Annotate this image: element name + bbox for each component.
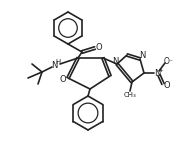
Text: H: H	[55, 59, 61, 65]
Text: N: N	[112, 57, 118, 66]
Text: N: N	[51, 60, 57, 69]
Text: N: N	[139, 52, 145, 60]
Text: O: O	[96, 42, 102, 52]
Text: O⁻: O⁻	[164, 57, 174, 66]
Text: N: N	[154, 68, 160, 78]
Text: CH₃: CH₃	[124, 92, 136, 98]
Text: O: O	[164, 81, 170, 91]
Text: O: O	[60, 75, 66, 85]
Text: +: +	[159, 67, 163, 73]
